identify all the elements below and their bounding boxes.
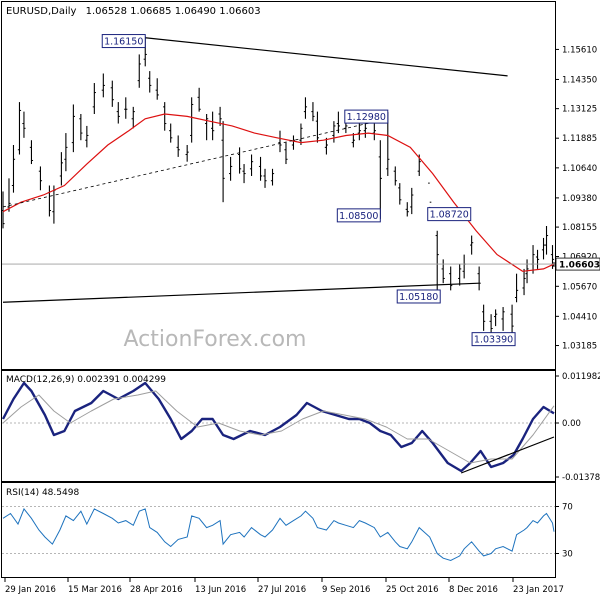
x-tick-label: 8 Dec 2016 (449, 585, 498, 595)
price-annotation-label: 1.08500 (339, 211, 378, 222)
symbol-label: EURUSD,Daily (6, 6, 77, 17)
moving-average-line (2, 113, 555, 272)
price-annotation-label: 1.08720 (430, 210, 469, 221)
price-tick-label: 1.14350 (562, 75, 597, 85)
macd-signal-line (2, 390, 555, 464)
macd-title: MACD(12,26,9) 0.002391 0.004299 (6, 375, 166, 385)
price-trendline (145, 37, 508, 77)
price-tick-label: 1.10640 (562, 164, 597, 174)
rsi-panel-frame (1, 482, 556, 578)
macd-tick-label: -0.013788 (562, 473, 600, 483)
current-price-label: 1.06603 (559, 261, 600, 271)
price-tick-label: 1.11885 (562, 134, 597, 144)
chart-header: EURUSD,Daily 1.06528 1.06685 1.06490 1.0… (6, 6, 261, 17)
watermark: ActionForex.com (124, 327, 307, 352)
price-tick-label: 1.05670 (562, 282, 597, 292)
x-tick-label: 9 Sep 2016 (322, 585, 370, 595)
rsi-line (2, 507, 555, 562)
macd-tick-label: 0.00 (562, 419, 581, 429)
macd-panel-frame (1, 370, 556, 482)
rsi-tick-label: 70 (562, 503, 573, 513)
price-annotation-box (101, 34, 146, 49)
price-annotation-label: 1.05180 (399, 292, 438, 303)
price-tick-label: 1.13125 (562, 105, 597, 115)
rsi-title: RSI(14) 48.5498 (6, 488, 79, 498)
price-tick-label: 1.09380 (562, 194, 597, 204)
price-panel: 1.15610 1.14350 1.13125 1.11885 1.10640 1.093… (1, 34, 600, 352)
price-annotation-label: 1.12980 (347, 112, 386, 123)
price-panel-frame (1, 1, 556, 370)
rsi-tick-label: 30 (562, 550, 573, 560)
price-annotation-box (427, 207, 472, 222)
price-tick-label: 1.15610 (562, 45, 597, 55)
macd-line (1, 381, 555, 473)
x-tick-label: 25 Oct 2016 (386, 585, 439, 595)
x-tick-label: 13 Jun 2016 (195, 585, 246, 595)
macd-tick-label: 0.011982 (562, 372, 600, 382)
price-trendline (2, 282, 480, 303)
x-tick-label: 28 Apr 2016 (130, 585, 183, 595)
price-annotation-label: 1.03390 (474, 335, 513, 346)
macd-panel: MACD(12,26,9) 0.002391 0.004299 0.011982 0… (1, 372, 600, 483)
price-annotation-box (336, 208, 381, 223)
x-tick-label: 29 Jan 2016 (5, 585, 56, 595)
price-tick-label: 1.03185 (562, 342, 597, 352)
current-price-tag (555, 257, 600, 271)
price-tick-label: 1.04410 (562, 312, 597, 322)
rsi-panel: RSI(14) 48.5498 70 30 (2, 488, 573, 562)
price-annotation-label: 1.16150 (104, 37, 143, 48)
macd-trendline (460, 436, 555, 474)
price-annotation-box (344, 109, 389, 124)
x-tick-label: 15 Mar 2016 (68, 585, 122, 595)
x-axis: 29 Jan 2016 15 Mar 2016 28 Apr 2016 13 Jun … (4, 578, 564, 595)
price-tick-label: 1.08155 (562, 223, 597, 233)
price-tick-label: 1.06920 (562, 253, 597, 263)
price-annotation-box (471, 332, 516, 347)
x-tick-label: 23 Jan 2017 (513, 585, 564, 595)
x-tick-label: 27 Jul 2016 (258, 585, 306, 595)
price-annotation-box (396, 289, 441, 304)
ohlc-values: 1.06528 1.06685 1.06490 1.06603 (86, 6, 261, 17)
